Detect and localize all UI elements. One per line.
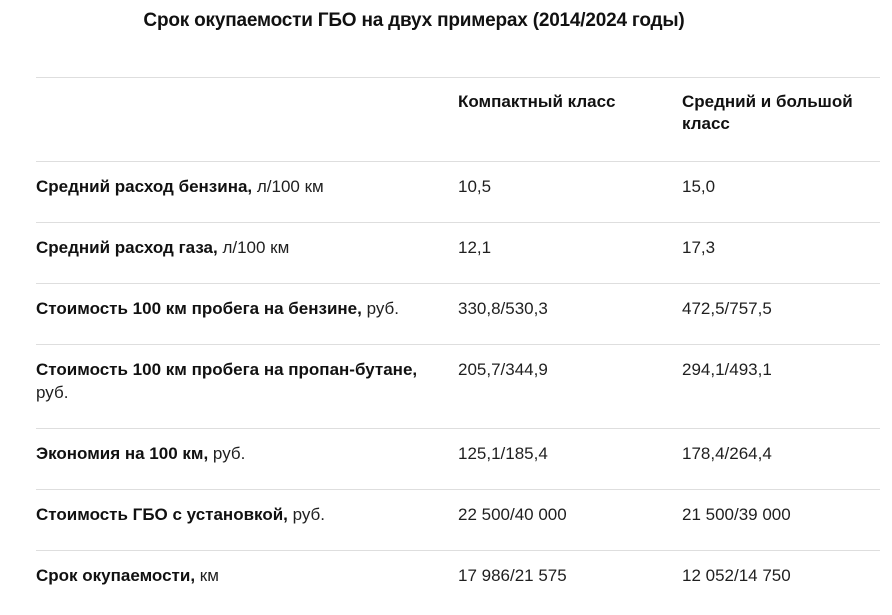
- row-label-term: Средний расход бензина,: [36, 177, 253, 197]
- value-medium-large: 21 500/39 000: [682, 488, 880, 551]
- page-title: Срок окупаемости ГБО на двух примерах (2…: [143, 10, 685, 31]
- value-compact: 22 500/40 000: [458, 488, 682, 551]
- row-label: Стоимость 100 км пробега на бензине, руб…: [36, 283, 458, 345]
- row-label-term: Средний расход газа,: [36, 238, 218, 258]
- value-compact: 330,8/530,3: [458, 283, 682, 345]
- value-medium-large: 472,5/757,5: [682, 283, 880, 345]
- header-row: Компактный класс Средний и большой класс: [36, 76, 880, 162]
- row-label-unit: л/100 км: [252, 177, 324, 197]
- row-label-term: Срок окупаемости,: [36, 565, 196, 585]
- row-label-term: Экономия на 100 км,: [36, 443, 209, 463]
- row-label-unit: руб.: [361, 299, 399, 319]
- row-label-unit: л/100 км: [217, 238, 290, 258]
- row-label: Экономия на 100 км, руб.: [36, 427, 458, 490]
- row-label: Средний расход газа, л/100 км: [36, 222, 458, 284]
- column-header-compact-class: Компактный класс: [458, 76, 682, 162]
- value-compact: 17 986/21 575: [458, 549, 682, 611]
- row-label-unit: км: [195, 565, 219, 585]
- header-empty-cell: [36, 76, 458, 162]
- table-row: Стоимость 100 км пробега на пропан-бутан…: [36, 344, 880, 429]
- value-compact: 12,1: [458, 222, 682, 284]
- table-row: Срок окупаемости, км 17 986/21 575 12 05…: [36, 549, 880, 611]
- value-compact: 125,1/185,4: [458, 427, 682, 490]
- row-label-term: Стоимость 100 км пробега на пропан-бутан…: [36, 360, 418, 380]
- table-row: Средний расход бензина, л/100 км 10,5 15…: [36, 161, 880, 223]
- table-row: Стоимость 100 км пробега на бензине, руб…: [36, 283, 880, 345]
- value-medium-large: 178,4/264,4: [682, 427, 880, 490]
- table-row: Средний расход газа, л/100 км 12,1 17,3: [36, 222, 880, 284]
- row-label-term: Стоимость ГБО с установкой,: [36, 504, 288, 524]
- value-medium-large: 294,1/493,1: [682, 344, 880, 429]
- table-row: Экономия на 100 км, руб. 125,1/185,4 178…: [36, 427, 880, 490]
- value-medium-large: 15,0: [682, 161, 880, 223]
- value-compact: 205,7/344,9: [458, 344, 682, 429]
- page: Срок окупаемости ГБО на двух примерах (2…: [0, 10, 892, 615]
- column-header-medium-large-class: Средний и большой класс: [682, 76, 880, 162]
- payback-table: Компактный класс Средний и большой класс…: [36, 76, 880, 611]
- row-label: Срок окупаемости, км: [36, 549, 458, 611]
- row-label: Стоимость ГБО с установкой, руб.: [36, 488, 458, 551]
- value-compact: 10,5: [458, 161, 682, 223]
- row-label-unit: руб.: [36, 382, 69, 402]
- row-label: Стоимость 100 км пробега на пропан-бутан…: [36, 344, 458, 429]
- table-row: Стоимость ГБО с установкой, руб. 22 500/…: [36, 488, 880, 551]
- row-label-unit: руб.: [287, 504, 326, 524]
- value-medium-large: 17,3: [682, 222, 880, 284]
- row-label-term: Стоимость 100 км пробега на бензине,: [36, 299, 362, 319]
- row-label-unit: руб.: [208, 443, 246, 463]
- value-medium-large: 12 052/14 750: [682, 549, 880, 611]
- row-label: Средний расход бензина, л/100 км: [36, 161, 458, 223]
